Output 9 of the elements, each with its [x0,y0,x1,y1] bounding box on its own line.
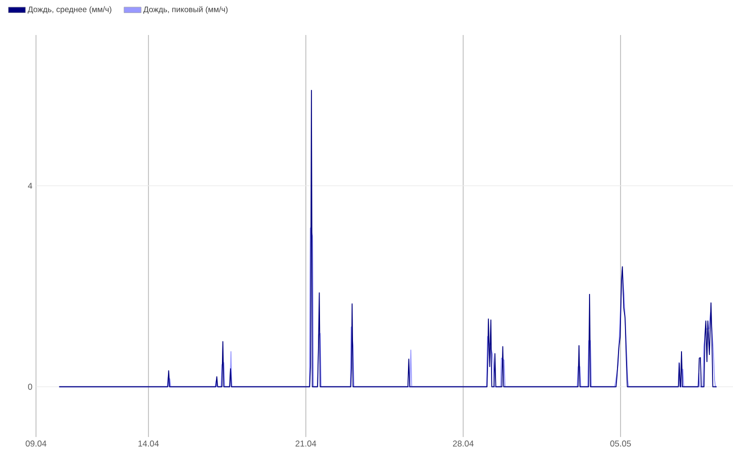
x-tick-label: 05.05 [610,440,631,447]
x-tick-label: 28.04 [452,440,474,447]
x-tick-label: 09.04 [26,440,46,447]
x-tick-label: 21.04 [296,440,316,447]
legend-label: Дождь, пиковый (мм/ч) [143,6,228,14]
y-tick-label: 4 [28,182,32,189]
y-tick-label: 0 [28,384,32,390]
x-tick-label: 14.04 [138,440,159,447]
legend-label: Дождь, среднее (мм/ч) [28,6,112,14]
